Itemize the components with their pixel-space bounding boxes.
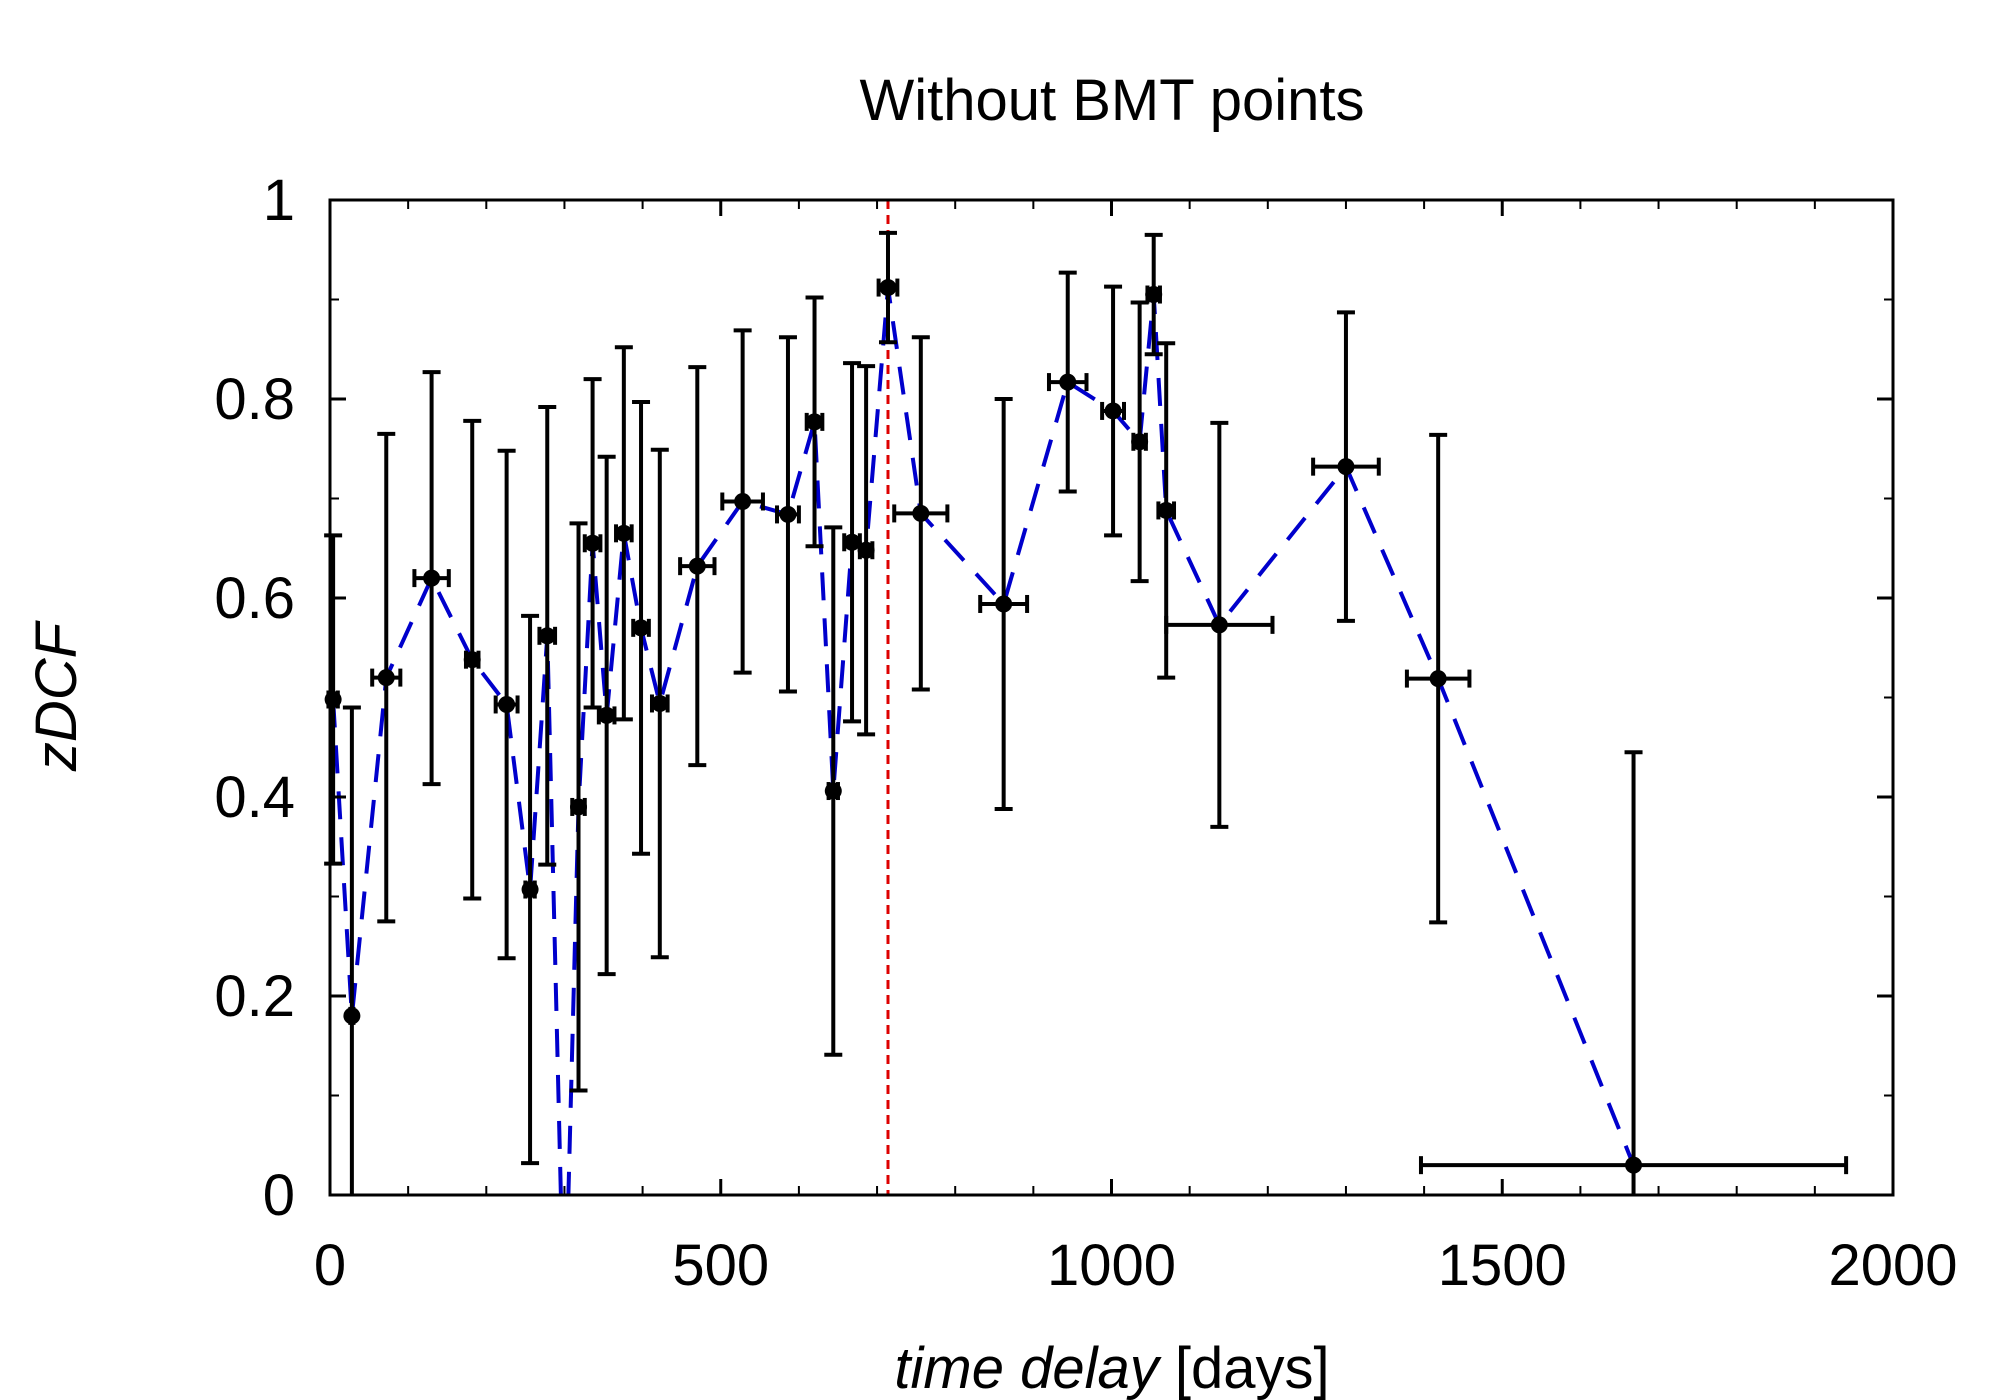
data-point	[806, 413, 824, 431]
x-tick-label: 2000	[1828, 1233, 1957, 1298]
data-point	[1337, 458, 1355, 476]
data-point	[824, 782, 842, 800]
data-point	[463, 651, 481, 669]
data-point	[651, 694, 669, 712]
data-point	[1429, 670, 1447, 688]
series-line-layer	[331, 287, 1636, 1195]
data-point	[1625, 1156, 1643, 1174]
data-point	[688, 557, 706, 575]
data-point	[377, 669, 395, 687]
data-point	[498, 695, 516, 713]
x-axis-label: time delay [days]	[894, 1336, 1329, 1400]
data-point	[1059, 373, 1077, 391]
data-point	[779, 505, 797, 523]
data-point	[1145, 286, 1163, 304]
data-point	[538, 627, 556, 645]
chart-title: Without BMT points	[859, 68, 1364, 133]
error-bar-layer	[324, 230, 1849, 1195]
y-axis-label: zDCF	[24, 619, 89, 772]
y-tick-label: 0.6	[214, 566, 295, 631]
x-tick-label: 1000	[1047, 1233, 1176, 1298]
x-axis-label-unit: [days]	[1159, 1336, 1330, 1400]
data-point	[995, 595, 1013, 613]
y-tick-labels: 0 0.2 0.4 0.6 0.8 1	[214, 168, 295, 1228]
data-point	[598, 706, 616, 724]
x-tick-labels: 0 500 1000 1500 2000	[314, 1233, 1958, 1298]
y-tick-label: 0.2	[214, 964, 295, 1029]
data-point	[521, 881, 539, 899]
data-point	[423, 569, 441, 587]
x-tick-label: 1500	[1438, 1233, 1567, 1298]
x-axis-label-main: time delay	[894, 1336, 1161, 1400]
data-point	[570, 798, 588, 816]
data-point	[1131, 433, 1149, 451]
data-point	[857, 541, 875, 559]
marker-layer	[324, 279, 1643, 1174]
data-point	[1104, 402, 1122, 420]
data-point	[615, 524, 633, 542]
data-point	[734, 492, 752, 510]
data-point	[324, 690, 342, 708]
y-tick-label: 0	[263, 1163, 295, 1228]
data-point	[1157, 501, 1175, 519]
tick-layer	[328, 198, 1895, 1197]
data-point	[584, 534, 602, 552]
y-tick-label: 0.4	[214, 765, 295, 830]
data-point	[912, 504, 930, 522]
x-tick-label: 500	[672, 1233, 769, 1298]
y-tick-label: 1	[263, 168, 295, 233]
series-dashed-line	[331, 287, 1636, 1195]
data-point	[632, 619, 650, 637]
y-tick-label: 0.8	[214, 367, 295, 432]
data-point	[343, 1007, 361, 1025]
data-point	[879, 279, 897, 297]
data-point	[1210, 616, 1228, 634]
x-tick-label: 0	[314, 1233, 346, 1298]
data-point	[843, 533, 861, 551]
